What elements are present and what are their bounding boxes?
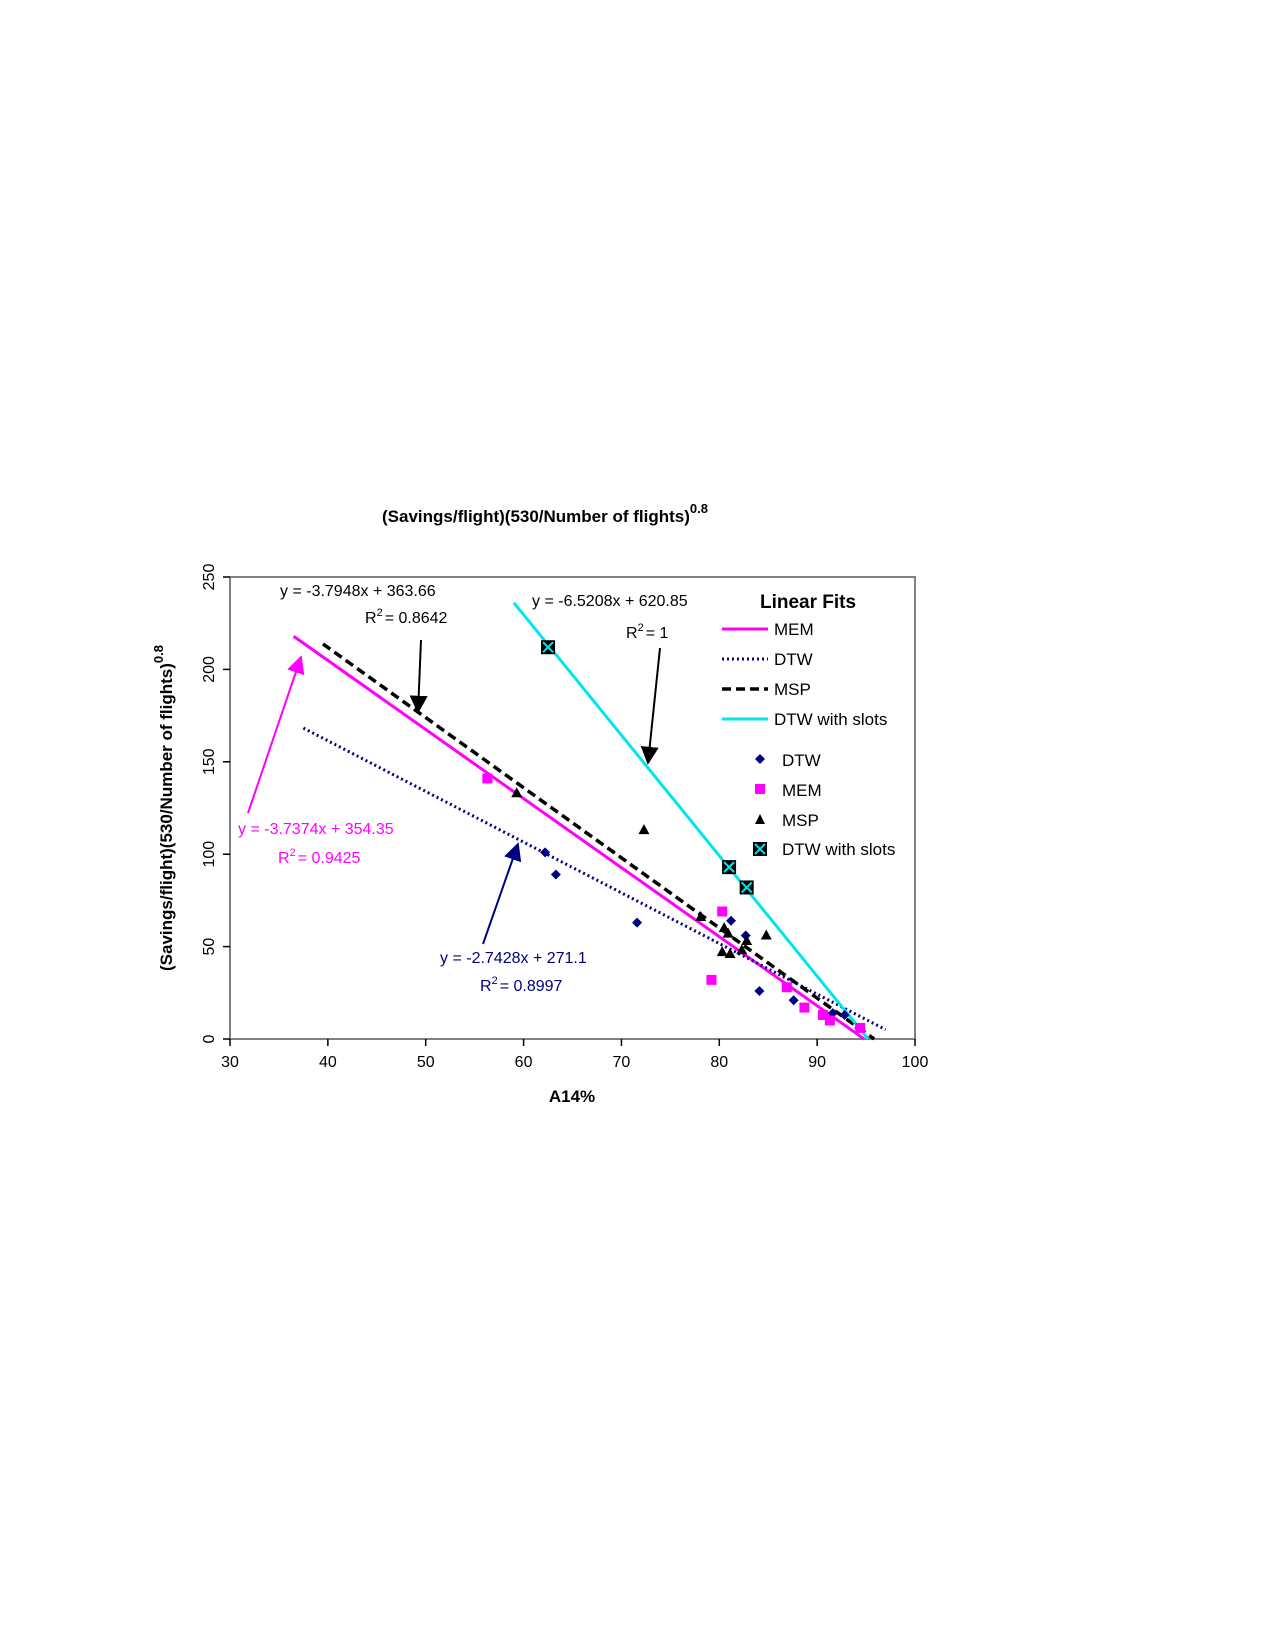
y-tick-label: 150 (201, 748, 218, 775)
point-dtw (754, 985, 765, 996)
mem-arrow (247, 655, 305, 814)
legend-marker-dtw (755, 754, 765, 764)
point-msp (722, 927, 734, 938)
x-tick-label: 40 (319, 1054, 337, 1071)
x-tick-label: 100 (902, 1054, 929, 1071)
msp-r2-label: R (365, 610, 377, 627)
dtw-arrow (482, 842, 522, 945)
msp-arrow (409, 639, 428, 714)
point-mem (799, 1002, 810, 1013)
chart-title-text: (Savings/flight)(530/Number of flights) (382, 507, 690, 526)
legend-title: Linear Fits (760, 592, 856, 613)
legend-label-msp-fit: MSP (774, 680, 811, 699)
point-dtw (550, 869, 561, 880)
dtw-r2-value: = 0.8997 (500, 978, 563, 995)
point-dtw (839, 1009, 850, 1020)
msp-r2-value: = 0.8642 (385, 610, 448, 627)
y-tick-label: 250 (201, 564, 218, 591)
plot-area (229, 576, 916, 1040)
y-tick-label: 50 (201, 938, 218, 956)
y-axis-label: (Savings/flight)(530/Number of flights)0… (151, 645, 176, 971)
x-axis: 30 40 50 60 70 80 90 100 (221, 1039, 928, 1071)
point-msp (638, 824, 650, 835)
x-tick-label: 90 (808, 1054, 826, 1071)
point-dtw (632, 917, 643, 928)
point-msp (736, 944, 748, 955)
point-mem (824, 1015, 835, 1026)
y-tick-label: 0 (201, 1034, 218, 1043)
dtw-slots-r2: R2 = 1 (626, 622, 668, 642)
point-mem (818, 1009, 829, 1020)
point-mem (482, 773, 493, 784)
dtw-slots-r2-exp: 2 (638, 622, 644, 634)
dtw-equation: y = -2.7428x + 271.1 (440, 950, 587, 967)
mem-r2-label: R (278, 850, 290, 867)
x-tick-label: 70 (613, 1054, 631, 1071)
y-axis-label-superscript: 0.8 (151, 645, 166, 663)
point-mem (855, 1022, 866, 1033)
x-tick-label: 30 (221, 1054, 239, 1071)
mem-r2-exp: 2 (290, 847, 296, 859)
mem-r2: R2 = 0.9425 (278, 847, 361, 867)
mem-r2-value: = 0.9425 (298, 850, 361, 867)
dtw-slots-r2-value: = 1 (646, 625, 669, 642)
x-tick-label: 50 (417, 1054, 435, 1071)
legend-label-dtw-slots-fit: DTW with slots (774, 710, 887, 729)
dtw-r2-label: R (480, 978, 492, 995)
legend-label-dtw-fit: DTW (774, 650, 813, 669)
point-msp (760, 929, 772, 940)
x-tick-label: 60 (515, 1054, 533, 1071)
fit-line-dtw (302, 726, 887, 1032)
point-dtw (540, 847, 551, 858)
point-mem (706, 974, 717, 985)
point-dtw-with-slots (739, 880, 754, 895)
point-msp (718, 922, 730, 933)
data-points (482, 640, 866, 1033)
dtw-r2-exp: 2 (492, 975, 498, 987)
point-msp (695, 911, 707, 922)
fit-line-mem (292, 635, 865, 1041)
point-msp (716, 946, 728, 957)
legend-marker-dtw-slots (753, 842, 767, 856)
point-dtw-with-slots (722, 860, 737, 875)
y-tick-label: 200 (201, 656, 218, 683)
dtw-slots-r2-label: R (626, 625, 638, 642)
legend-label-dtw-slots-points: DTW with slots (782, 840, 895, 859)
y-axis: 0 50 100 150 200 250 (201, 564, 230, 1043)
point-mem (781, 982, 792, 993)
mem-equation: y = -3.7374x + 354.35 (238, 821, 394, 838)
legend: Linear Fits MEM DTW MSP DTW with slots D… (722, 592, 895, 859)
dtw-r2: R2 = 0.8997 (480, 975, 563, 995)
y-tick-label: 100 (201, 841, 218, 868)
msp-r2-exp: 2 (377, 607, 383, 619)
chart-title: (Savings/flight)(530/Number of flights)0… (382, 501, 708, 526)
point-msp (724, 947, 736, 958)
dtw-slots-equation: y = -6.5208x + 620.85 (532, 593, 688, 610)
legend-label-dtw-points: DTW (782, 751, 821, 770)
legend-label-mem-points: MEM (782, 781, 822, 800)
point-msp (511, 787, 523, 798)
legend-label-msp-points: MSP (782, 811, 819, 830)
x-axis-label: A14% (549, 1087, 595, 1106)
point-mem (717, 906, 728, 917)
chart-title-superscript: 0.8 (690, 501, 708, 516)
point-dtw-with-slots (541, 640, 556, 655)
legend-marker-mem (755, 784, 765, 794)
msp-equation: y = -3.7948x + 363.66 (280, 583, 436, 600)
y-axis-label-text: (Savings/flight)(530/Number of flights) (157, 663, 176, 971)
point-dtw (726, 915, 737, 926)
dtw-slots-arrow (640, 647, 661, 765)
fit-line-dtw-with-slots (512, 601, 870, 1040)
legend-label-mem-fit: MEM (774, 620, 814, 639)
point-dtw (788, 995, 799, 1006)
legend-marker-msp (755, 814, 765, 824)
point-msp (741, 935, 753, 946)
x-tick-label: 80 (710, 1054, 728, 1071)
msp-r2: R2 = 0.8642 (365, 607, 448, 627)
